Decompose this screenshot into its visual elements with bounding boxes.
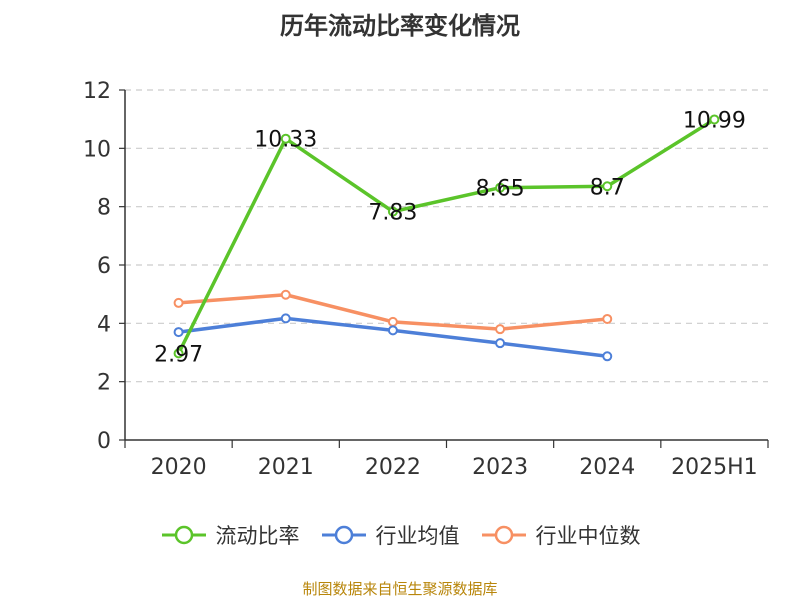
y-tick-label-3: 6 (97, 254, 111, 279)
series-2-point-4 (602, 313, 613, 324)
data-label-0: 2.97 (154, 342, 203, 367)
series-2-point-0 (173, 297, 184, 308)
legend-label-industry-median: 行业中位数 (535, 524, 641, 548)
legend-item-industry-mean[interactable]: 行业均值 (320, 520, 460, 550)
x-tick-label-1: 2021 (258, 455, 314, 480)
legend-label-current-ratio: 流动比率 (215, 524, 300, 548)
x-tick-label-3: 2023 (472, 455, 528, 480)
y-tick-label-1: 2 (97, 371, 111, 396)
y-tick-label-4: 8 (97, 196, 111, 221)
data-label-5: 10.99 (683, 108, 746, 133)
legend-item-industry-median[interactable]: 行业中位数 (480, 520, 641, 550)
y-tick-label-6: 12 (83, 79, 111, 104)
legend-label-industry-mean: 行业均值 (375, 524, 460, 548)
series-1-point-2 (387, 325, 398, 336)
data-source-note: 制图数据来自恒生聚源数据库 (302, 580, 498, 598)
x-tick-label-5: 2025H1 (671, 455, 758, 480)
series-2-point-2 (387, 316, 398, 327)
series-2-point-1 (280, 289, 291, 300)
series-0-point-1 (280, 133, 291, 144)
legend-marker-current-ratio (161, 525, 206, 545)
chart-title: 历年流动比率变化情况 (280, 12, 520, 40)
series-line-0 (177, 117, 716, 355)
series-0-point-5 (709, 114, 720, 125)
data-label-1: 10.33 (254, 128, 317, 153)
x-tick-label-0: 2020 (151, 455, 207, 480)
series-0-point-3 (495, 182, 506, 193)
y-tick-label-0: 0 (97, 429, 111, 454)
x-tick-label-4: 2024 (579, 455, 635, 480)
data-label-2: 7.83 (368, 201, 417, 226)
series-0-point-4 (602, 181, 613, 192)
data-label-4: 8.7 (590, 175, 625, 200)
legend-marker-industry-mean (321, 525, 366, 545)
series-2-point-3 (495, 324, 506, 335)
series-1-point-3 (495, 338, 506, 349)
series-1-point-1 (280, 313, 291, 324)
series-1-point-0 (173, 327, 184, 338)
legend-item-current-ratio[interactable]: 流动比率 (160, 520, 300, 550)
series-1-point-4 (602, 351, 613, 362)
series-0-point-0 (173, 348, 184, 359)
legend: 流动比率 行业均值 行业中位数 (0, 520, 800, 550)
line-chart: 0 2 4 6 8 10 12 2020 2021 2022 2023 2024 2025H1 2.97 1… (83, 79, 769, 480)
x-tick-label-2: 2022 (365, 455, 421, 480)
y-tick-label-5: 10 (83, 137, 111, 162)
data-label-3: 8.65 (476, 177, 525, 202)
series-0-point-2 (387, 206, 398, 217)
y-tick-label-2: 4 (97, 312, 111, 337)
legend-marker-industry-median (481, 525, 526, 545)
